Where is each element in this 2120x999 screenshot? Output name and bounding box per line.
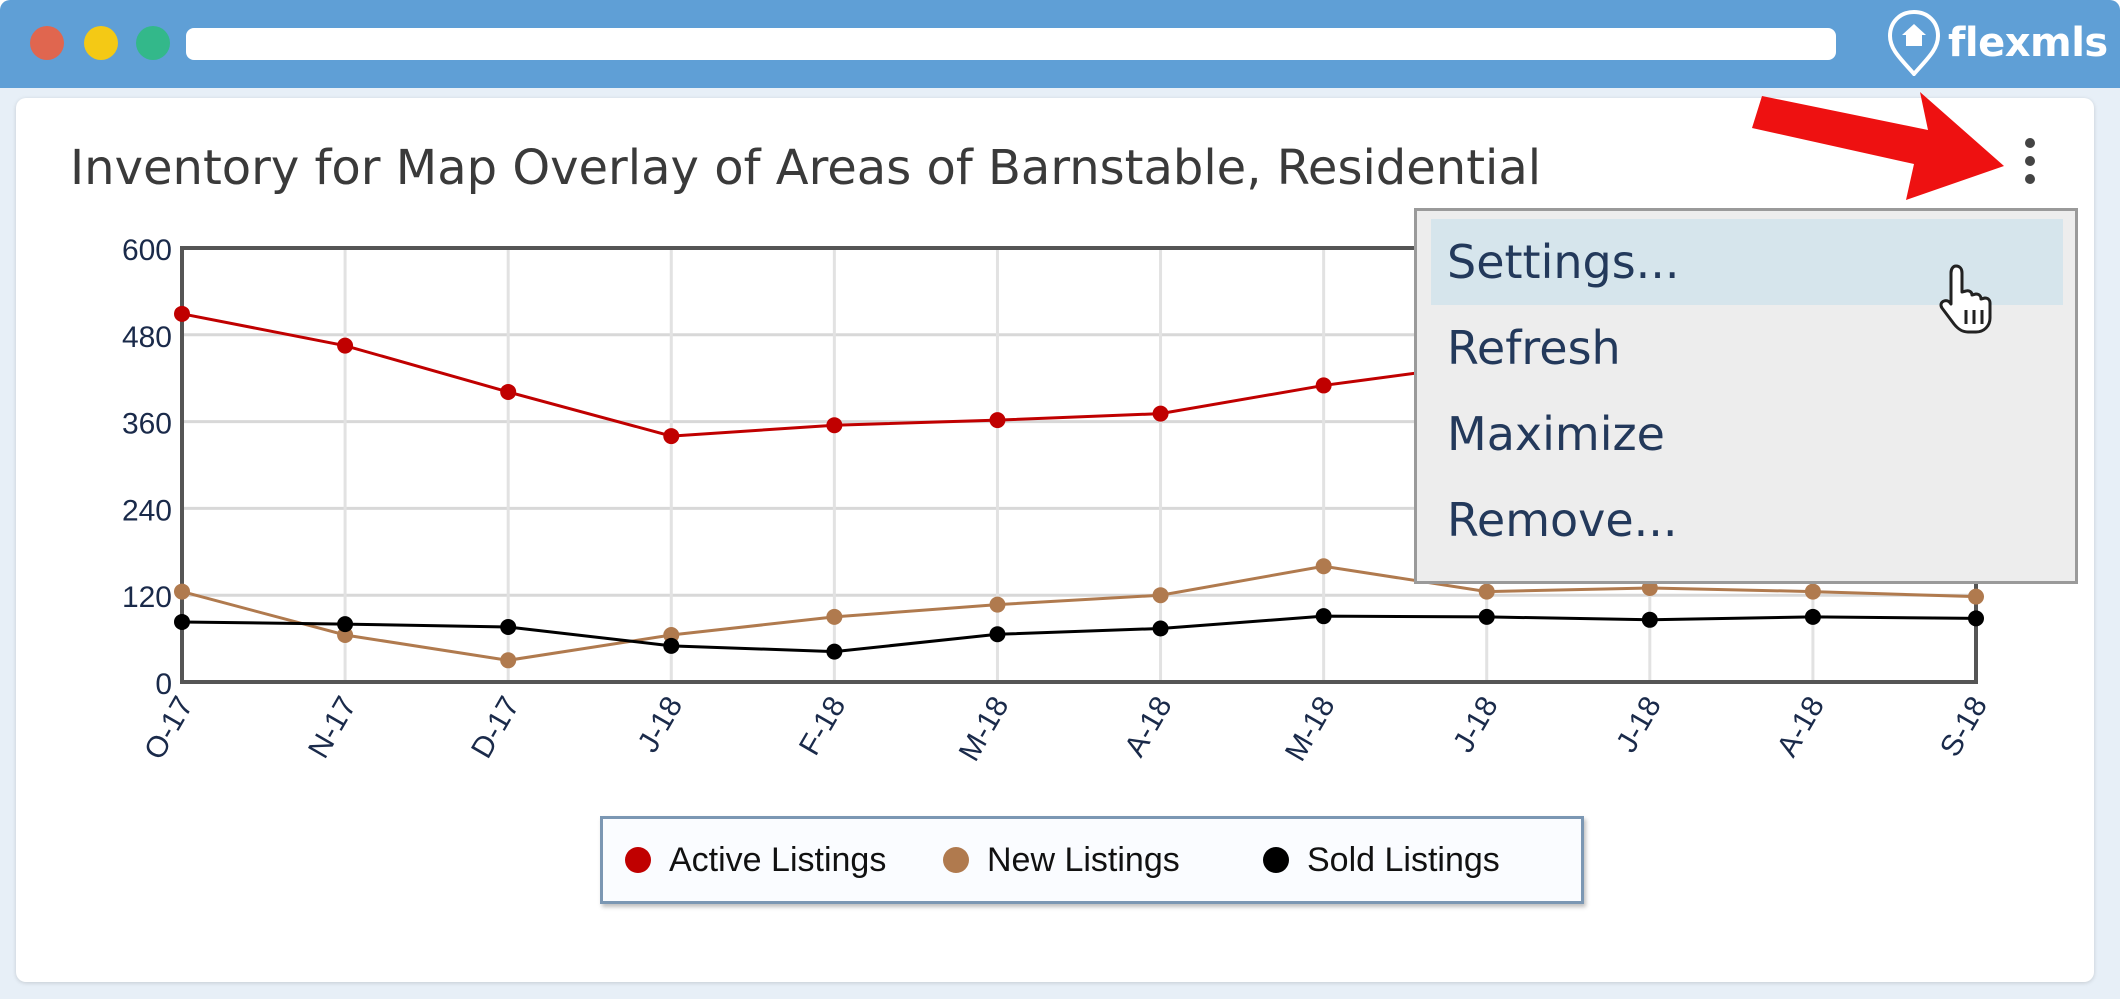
data-point-3 <box>663 637 680 654</box>
data-point-2 <box>826 608 843 625</box>
menu-item-remove[interactable]: Remove... <box>1447 493 1678 547</box>
y-tick-label: 360 <box>122 408 172 441</box>
series-line-2 <box>181 564 1977 662</box>
data-point-3 <box>337 616 354 633</box>
series-line-3 <box>181 614 1977 654</box>
y-tick-label: 0 <box>155 668 172 701</box>
data-point-2 <box>1478 583 1495 600</box>
browser-title-bar: flexmls <box>0 0 2120 88</box>
kebab-menu-icon[interactable] <box>2014 132 2046 196</box>
data-point-3 <box>1152 620 1169 637</box>
legend-item-sold[interactable]: Sold Listings <box>1263 819 1500 901</box>
data-point-3 <box>500 619 517 636</box>
y-tick-label: 120 <box>122 581 172 614</box>
data-point-3 <box>1641 611 1658 628</box>
y-tick-label: 600 <box>122 234 172 267</box>
data-point-2 <box>1315 558 1332 575</box>
legend-item-active[interactable]: Active Listings <box>625 819 886 901</box>
brand-name: flexmls <box>1948 20 2108 66</box>
data-point-3 <box>989 626 1006 643</box>
legend-label-active: Active Listings <box>669 840 887 879</box>
address-bar[interactable] <box>186 28 1836 60</box>
data-point-3 <box>1804 608 1821 625</box>
data-point-1 <box>337 337 354 354</box>
data-point-1 <box>1152 405 1169 422</box>
data-point-2 <box>1968 588 1984 605</box>
data-point-3 <box>826 643 843 660</box>
data-point-1 <box>174 305 190 322</box>
data-point-2 <box>989 596 1006 613</box>
y-tick-label: 480 <box>122 321 172 354</box>
menu-item-maximize[interactable]: Maximize <box>1447 407 1665 461</box>
home-pin-icon <box>1888 10 1940 76</box>
legend-label-sold: Sold Listings <box>1307 840 1500 879</box>
legend-label-new: New Listings <box>987 840 1180 879</box>
window-minimize-button[interactable] <box>84 26 118 60</box>
data-point-3 <box>1968 610 1984 627</box>
data-point-1 <box>663 428 680 445</box>
chart-legend: Active Listings New Listings Sold Listin… <box>600 816 1584 904</box>
data-point-2 <box>174 583 190 600</box>
data-point-2 <box>1804 583 1821 600</box>
data-point-2 <box>1152 587 1169 604</box>
legend-dot-icon <box>1263 847 1289 873</box>
data-point-1 <box>500 383 517 400</box>
data-point-1 <box>989 412 1006 429</box>
data-point-1 <box>826 417 843 434</box>
widget-title: Inventory for Map Overlay of Areas of Ba… <box>70 140 1542 196</box>
legend-dot-icon <box>625 847 651 873</box>
flexmls-logo: flexmls <box>1888 10 2108 76</box>
window-close-button[interactable] <box>30 26 64 60</box>
y-tick-label: 240 <box>122 494 172 527</box>
data-point-3 <box>1478 608 1495 625</box>
data-point-1 <box>1315 377 1332 394</box>
hand-pointer-cursor-icon <box>1939 264 1992 334</box>
legend-dot-icon <box>943 847 969 873</box>
legend-item-new[interactable]: New Listings <box>943 819 1180 901</box>
window-maximize-button[interactable] <box>136 26 170 60</box>
menu-item-refresh[interactable]: Refresh <box>1447 321 1621 375</box>
data-point-3 <box>174 613 190 630</box>
data-point-2 <box>500 652 517 669</box>
data-point-3 <box>1315 608 1332 625</box>
